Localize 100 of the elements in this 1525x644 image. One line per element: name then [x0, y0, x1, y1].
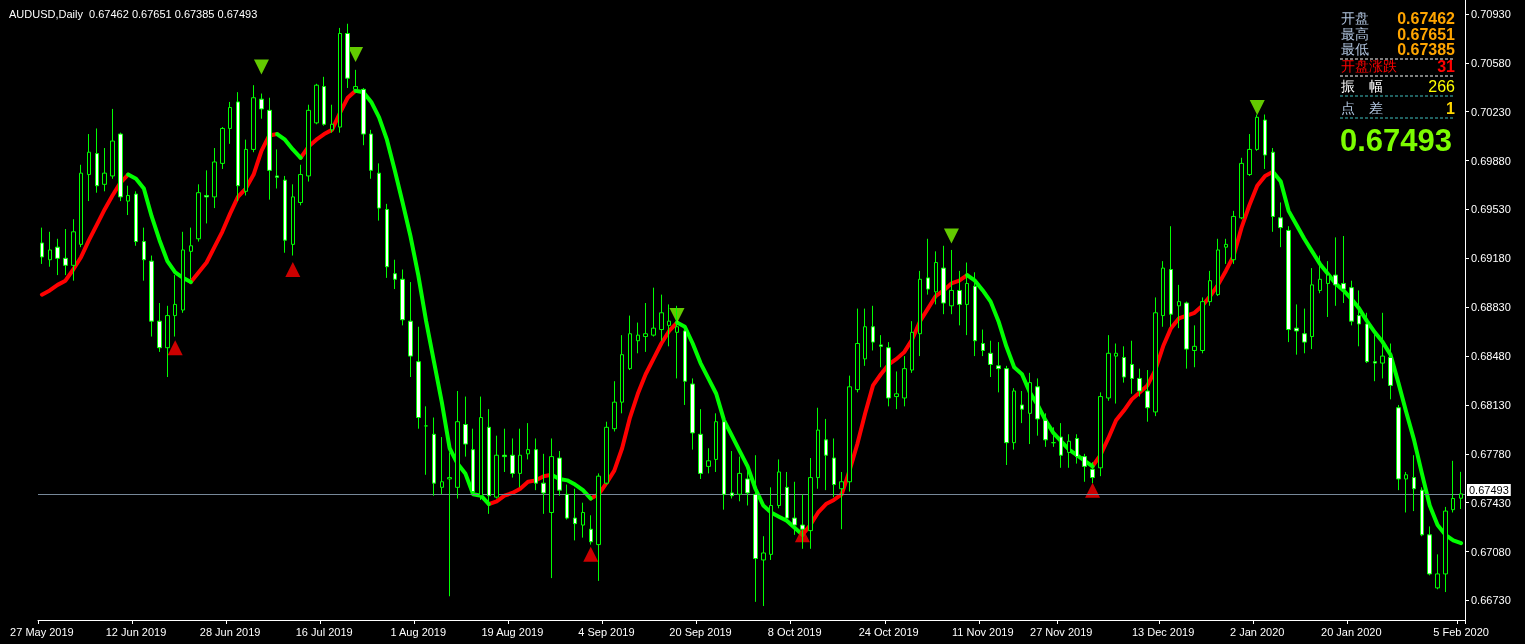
- candlestick: [189, 227, 193, 280]
- candlestick: [965, 262, 969, 336]
- candlestick: [1043, 412, 1048, 448]
- candlestick: [63, 228, 68, 276]
- candlestick: [369, 129, 373, 180]
- candlestick: [1184, 301, 1189, 370]
- candlestick: [988, 340, 993, 378]
- x-tick-label: 24 Oct 2019: [858, 625, 919, 638]
- ref-line-label: 0.67493: [1469, 483, 1509, 496]
- candlestick: [1271, 147, 1275, 233]
- candlestick: [510, 437, 515, 479]
- candlestick: [714, 412, 718, 473]
- annotation: 开盘: [1341, 10, 1369, 26]
- y-tick-label: 0.67430: [1471, 496, 1511, 509]
- candlestick: [722, 418, 726, 511]
- annotation: 最高: [1341, 26, 1369, 42]
- candlestick: [1090, 461, 1095, 484]
- point: [583, 546, 599, 562]
- candlestick: [941, 245, 946, 315]
- annotation: 点 差: [1341, 100, 1383, 116]
- candlestick: [871, 305, 875, 351]
- x-tick-label: 28 Jun 2019: [199, 625, 261, 638]
- candlestick: [1373, 333, 1377, 382]
- candlestick: [118, 132, 123, 202]
- candlestick: [973, 271, 977, 357]
- candlestick: [902, 355, 907, 407]
- candlestick: [1208, 270, 1212, 307]
- y-tick-label: 0.70230: [1471, 105, 1511, 118]
- annotation: 0.67385: [1397, 40, 1456, 58]
- candlestick: [212, 147, 217, 209]
- candlestick: [785, 471, 789, 522]
- x-tick-label: 11 Nov 2019: [952, 625, 1014, 638]
- candlestick: [1420, 486, 1424, 537]
- candlestick: [1161, 260, 1165, 328]
- x-tick-label: 19 Aug 2019: [481, 625, 544, 638]
- candlestick: [345, 23, 350, 89]
- candlestick: [1286, 225, 1291, 343]
- candlestick: [157, 302, 162, 353]
- candlestick: [1067, 433, 1071, 469]
- candlestick: [910, 320, 914, 374]
- annotation: 31: [1437, 57, 1456, 75]
- candlestick: [455, 390, 460, 500]
- candlestick: [385, 203, 389, 279]
- point: [1249, 100, 1265, 116]
- candlestick: [1380, 312, 1385, 379]
- y-tick-label: 0.70930: [1471, 7, 1511, 20]
- candlestick: [1169, 225, 1173, 328]
- candlestick: [236, 91, 240, 202]
- y-tick-label: 0.67780: [1471, 447, 1511, 460]
- candlestick: [659, 294, 664, 342]
- candlestick: [1130, 340, 1134, 395]
- candlestick: [1294, 303, 1299, 356]
- candlestick: [1035, 377, 1040, 437]
- candlestick: [832, 437, 836, 498]
- candlestick: [667, 303, 671, 347]
- y-tick-label: 0.69530: [1471, 203, 1511, 216]
- candlestick: [934, 250, 938, 305]
- candlestick: [251, 84, 256, 153]
- x-tick-label: 20 Sep 2019: [669, 625, 732, 638]
- candlestick: [1192, 324, 1197, 368]
- candlestick: [440, 436, 444, 495]
- annotation: 振 幅: [1341, 78, 1383, 94]
- candlestick: [761, 535, 766, 607]
- candlestick: [926, 238, 930, 296]
- candlestick: [298, 164, 303, 206]
- candlestick: [55, 238, 60, 276]
- candlestick: [416, 326, 421, 430]
- candlestick: [204, 169, 209, 224]
- candlestick: [643, 302, 648, 353]
- candlestick: [1302, 308, 1307, 354]
- candlestick: [879, 334, 883, 368]
- candlestick: [1427, 525, 1432, 576]
- candlestick: [1435, 553, 1440, 590]
- candlestick: [400, 269, 405, 326]
- candlestick: [847, 375, 852, 493]
- candlestick: [1059, 422, 1063, 469]
- candlestick: [1310, 267, 1314, 350]
- annotation: 1: [1446, 99, 1456, 117]
- candlestick: [690, 377, 695, 451]
- candlestick: [534, 437, 538, 491]
- y-tick-label: 0.68130: [1471, 398, 1511, 411]
- candlestick: [502, 428, 507, 473]
- annotation: 0.67493: [1339, 122, 1452, 158]
- x-tick-label: 4 Sep 2019: [578, 625, 635, 638]
- candlestick: [1075, 433, 1079, 465]
- candlestick: [1216, 238, 1220, 297]
- candlestick: [1459, 471, 1463, 510]
- candlestick: [1278, 201, 1283, 248]
- candlestick: [432, 417, 436, 497]
- candlestick: [79, 164, 83, 248]
- candlestick: [487, 408, 491, 515]
- x-tick-label: 12 Jun 2019: [105, 625, 167, 638]
- candlestick: [1028, 372, 1032, 445]
- candlestick: [1404, 471, 1408, 513]
- candlestick: [1396, 404, 1401, 491]
- candlestick: [1082, 453, 1087, 483]
- candlestick: [479, 396, 483, 501]
- candlestick: [824, 418, 828, 491]
- candlestick: [330, 104, 334, 134]
- candlestick: [1318, 255, 1322, 294]
